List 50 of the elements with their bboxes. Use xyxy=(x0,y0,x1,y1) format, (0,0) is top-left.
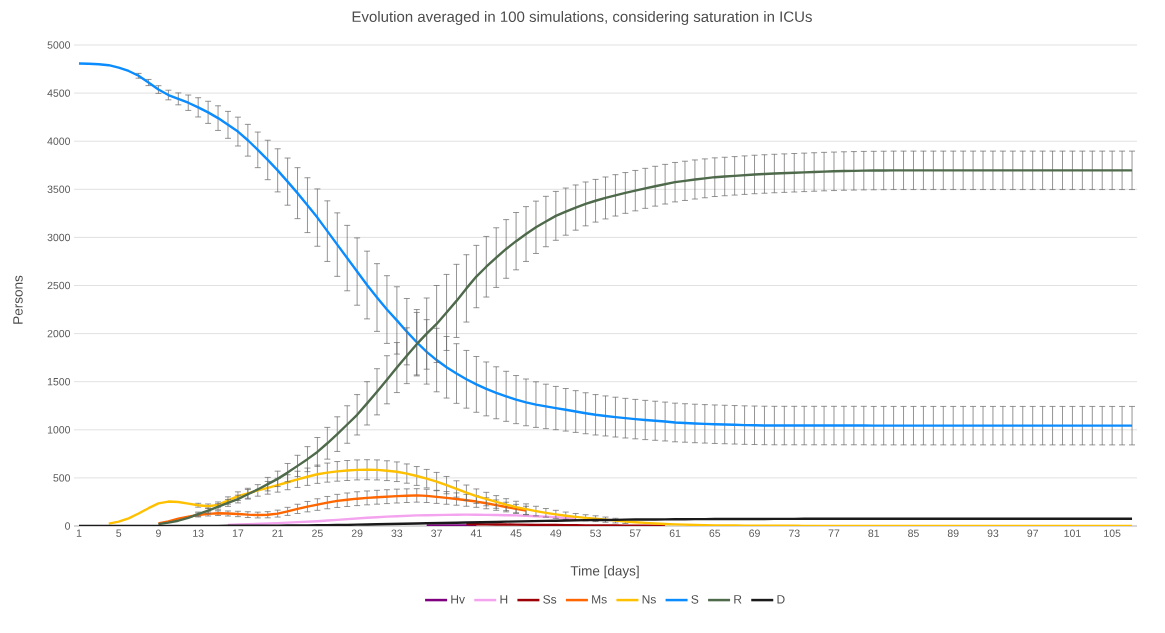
y-tick-label: 2500 xyxy=(47,281,71,290)
y-tick-label: 0 xyxy=(65,522,71,530)
legend-label: H xyxy=(500,595,508,604)
y-tick-label: 1500 xyxy=(47,377,71,386)
x-tick-label: 45 xyxy=(510,529,522,537)
x-tick-label: 5 xyxy=(116,529,122,537)
legend-label: Hv xyxy=(451,595,465,604)
x-tick-label: 105 xyxy=(1104,529,1121,537)
x-tick-label: 29 xyxy=(351,529,363,537)
x-tick-label: 53 xyxy=(590,529,601,537)
x-tick-label: 73 xyxy=(788,529,800,537)
legend-label: R xyxy=(734,595,742,604)
x-tick-label: 77 xyxy=(828,529,840,537)
x-tick-label: 89 xyxy=(947,529,959,537)
x-tick-label: 85 xyxy=(908,529,919,537)
x-tick-label: 101 xyxy=(1064,529,1081,537)
y-tick-label: 2000 xyxy=(47,329,71,338)
x-tick-label: 1 xyxy=(76,529,82,537)
legend-label: Ms xyxy=(592,595,607,604)
x-tick-label: 21 xyxy=(272,529,283,537)
x-tick-label: 13 xyxy=(193,529,204,537)
x-tick-label: 81 xyxy=(868,529,880,537)
y-tick-label: 500 xyxy=(53,474,71,482)
chart-title: Evolution averaged in 100 simulations, considering saturation in ICUs xyxy=(352,11,812,25)
legend-label: Ns xyxy=(642,595,656,604)
y-axis-title: Persons xyxy=(13,275,23,324)
x-tick-label: 41 xyxy=(470,529,482,537)
x-tick-label: 49 xyxy=(550,529,562,537)
legend-label: Ss xyxy=(543,595,557,604)
point xyxy=(204,507,212,514)
x-tick-label: 37 xyxy=(431,529,442,537)
x-tick-label: 65 xyxy=(709,529,721,537)
y-tick-label: 4500 xyxy=(47,89,71,97)
y-tick-label: 3500 xyxy=(47,185,71,194)
x-tick-label: 97 xyxy=(1027,529,1038,537)
y-tick-label: 3000 xyxy=(47,233,71,242)
x-tick-label: 9 xyxy=(156,529,161,537)
x-tick-label: 69 xyxy=(749,529,760,537)
y-tick-label: 1000 xyxy=(47,426,71,434)
x-tick-label: 33 xyxy=(391,529,403,537)
x-axis-title: Time [days] xyxy=(570,565,639,579)
y-tick-label: 5000 xyxy=(47,41,71,49)
x-tick-label: 57 xyxy=(629,529,641,537)
y-tick-label: 4000 xyxy=(47,137,71,145)
legend-label: D xyxy=(777,595,785,604)
x-tick-label: 25 xyxy=(312,529,323,537)
x-tick-label: 17 xyxy=(232,529,244,537)
x-tick-label: 61 xyxy=(669,529,681,537)
x-tick-label: 93 xyxy=(987,529,999,537)
legend-label: S xyxy=(691,595,699,604)
